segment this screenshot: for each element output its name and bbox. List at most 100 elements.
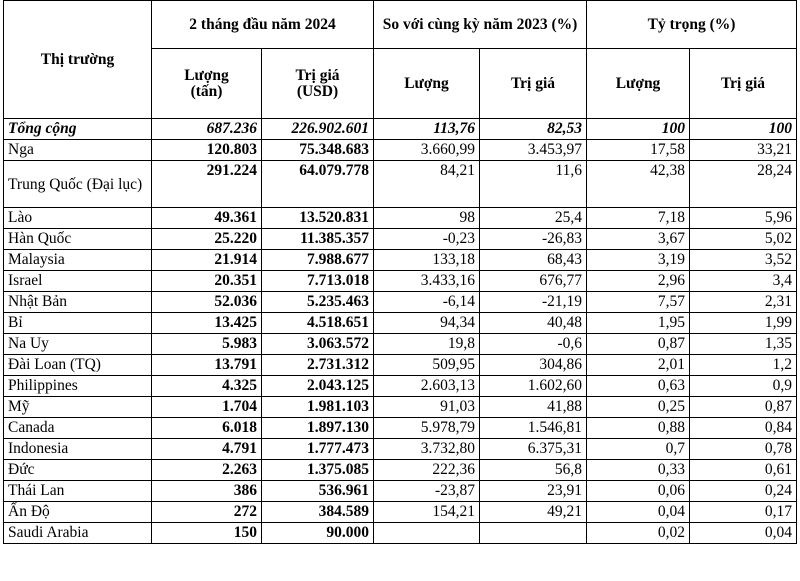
cell-value: 4.518.651: [261, 312, 374, 334]
cell-share-value: 28,24: [689, 160, 798, 208]
cell-share-qty: 3,19: [586, 249, 691, 271]
cell-value: 2.731.312: [261, 354, 374, 376]
cell-change-qty: 98: [373, 207, 480, 229]
table-row: Lào 49.361 13.520.831 98 25,4 7,18 5,96: [3, 207, 798, 229]
cell-value: 1.897.130: [261, 417, 374, 439]
cell-change-value: 11,6: [478, 160, 588, 208]
header-share: Tỷ trọng (%): [586, 0, 798, 49]
cell-qty: 13.791: [151, 354, 262, 376]
table-row: Nga 120.803 75.348.683 3.660,99 3.453,97 17,5…: [3, 139, 798, 161]
header-qty-tons: Lượng (tấn): [151, 48, 262, 119]
cell-market: Đài Loan (TQ): [3, 354, 152, 376]
cell-qty: 25.220: [151, 228, 262, 250]
table-row: Nhật Bản 52.036 5.235.463 -6,14 -21,19 7,57 2,…: [3, 291, 798, 313]
cell-qty: 49.361: [151, 207, 262, 229]
table-row: Israel 20.351 7.713.018 3.433,16 676,77 2,96 3…: [3, 270, 798, 292]
cell-share-value: 33,21: [689, 139, 798, 161]
cell-share-qty: 7,18: [586, 207, 691, 229]
cell-market: Mỹ: [3, 396, 152, 418]
table-row: Đức 2.263 1.375.085 222,36 56,8 0,33 0,61: [3, 459, 798, 481]
cell-share-qty: 0,63: [586, 375, 691, 397]
header-value-usd-label: Trị giá: [295, 66, 340, 84]
cell-change-qty: -23,87: [373, 480, 480, 502]
cell-change-value: -26,83: [478, 228, 588, 250]
cell-qty: 272: [151, 501, 262, 523]
cell-share-qty: 7,57: [586, 291, 691, 313]
cell-value: 11.385.357: [261, 228, 374, 250]
cell-change-qty: -6,14: [373, 291, 480, 313]
cell-qty: 13.425: [151, 312, 262, 334]
cell-value: 1.981.103: [261, 396, 374, 418]
cell-market: Thái Lan: [3, 480, 152, 502]
cell-share-qty: 0,06: [586, 480, 691, 502]
cell-share-value: 1,99: [689, 312, 798, 334]
cell-change-qty: [373, 522, 480, 544]
cell-market: Saudi Arabia: [3, 522, 152, 544]
cell-share-value: 0,9: [689, 375, 798, 397]
export-market-table: Thị trường 2 tháng đầu năm 2024 So với c…: [3, 0, 798, 544]
cell-change-value: 41,88: [478, 396, 588, 418]
cell-qty: 1.704: [151, 396, 262, 418]
header-market: Thị trường: [3, 0, 152, 119]
cell-value: 1.375.085: [261, 459, 374, 481]
header-share-value: Trị giá: [689, 48, 798, 119]
cell-market: Tổng cộng: [3, 118, 152, 140]
cell-market: Nga: [3, 139, 152, 161]
cell-change-qty: 94,34: [373, 312, 480, 334]
table-row: Ấn Độ 272 384.589 154,21 49,21 0,04 0,17: [3, 501, 798, 523]
header-qty-tons-label: Lượng: [184, 66, 229, 84]
cell-market: Philippines: [3, 375, 152, 397]
cell-change-qty: 3.433,16: [373, 270, 480, 292]
cell-change-value: 25,4: [478, 207, 588, 229]
cell-value: 7.988.677: [261, 249, 374, 271]
cell-share-qty: 0,25: [586, 396, 691, 418]
cell-value: 536.961: [261, 480, 374, 502]
cell-qty: 52.036: [151, 291, 262, 313]
header-share-qty: Lượng: [586, 48, 691, 119]
cell-change-qty: 84,21: [373, 160, 480, 208]
cell-qty: 386: [151, 480, 262, 502]
cell-value: 90.000: [261, 522, 374, 544]
cell-share-value: 1,35: [689, 333, 798, 355]
cell-change-value: -0,6: [478, 333, 588, 355]
cell-share-value: 3,52: [689, 249, 798, 271]
cell-value: 5.235.463: [261, 291, 374, 313]
cell-value: 226.902.601: [261, 118, 374, 140]
header-compare: So với cùng kỳ năm 2023 (%): [372, 0, 588, 49]
cell-change-value: 56,8: [478, 459, 588, 481]
cell-share-value: 0,78: [689, 438, 798, 460]
cell-market: Canada: [3, 417, 152, 439]
cell-change-qty: 91,03: [373, 396, 480, 418]
cell-share-qty: 0,7: [586, 438, 691, 460]
cell-change-value: 676,77: [478, 270, 588, 292]
header-value-usd: Trị giá (USD): [261, 48, 374, 119]
cell-change-value: 82,53: [478, 118, 588, 140]
cell-share-qty: 2,01: [586, 354, 691, 376]
table-row: Malaysia 21.914 7.988.677 133,18 68,43 3,19 3,…: [3, 249, 798, 271]
cell-value: 13.520.831: [261, 207, 374, 229]
cell-change-value: 1.546,81: [478, 417, 588, 439]
table-row: Na Uy 5.983 3.063.572 19,8 -0,6 0,87 1,35: [3, 333, 798, 355]
cell-change-value: 1.602,60: [478, 375, 588, 397]
cell-share-value: 0,84: [689, 417, 798, 439]
cell-market: Nhật Bản: [3, 291, 152, 313]
table-row: Canada 6.018 1.897.130 5.978,79 1.546,81 0,88…: [3, 417, 798, 439]
cell-qty: 4.325: [151, 375, 262, 397]
cell-share-qty: 1,95: [586, 312, 691, 334]
cell-share-value: 5,02: [689, 228, 798, 250]
cell-change-value: 68,43: [478, 249, 588, 271]
cell-value: 1.777.473: [261, 438, 374, 460]
cell-qty: 2.263: [151, 459, 262, 481]
cell-market: Israel: [3, 270, 152, 292]
cell-share-value: 5,96: [689, 207, 798, 229]
cell-change-value: [478, 522, 588, 544]
header-compare-value: Trị giá: [478, 48, 588, 119]
table-row: Mỹ 1.704 1.981.103 91,03 41,88 0,25 0,87: [3, 396, 798, 418]
cell-change-qty: 222,36: [373, 459, 480, 481]
cell-value: 2.043.125: [261, 375, 374, 397]
header-compare-qty: Lượng: [373, 48, 480, 119]
cell-change-qty: -0,23: [373, 228, 480, 250]
cell-change-qty: 3.660,99: [373, 139, 480, 161]
cell-share-qty: 0,33: [586, 459, 691, 481]
cell-change-value: -21,19: [478, 291, 588, 313]
